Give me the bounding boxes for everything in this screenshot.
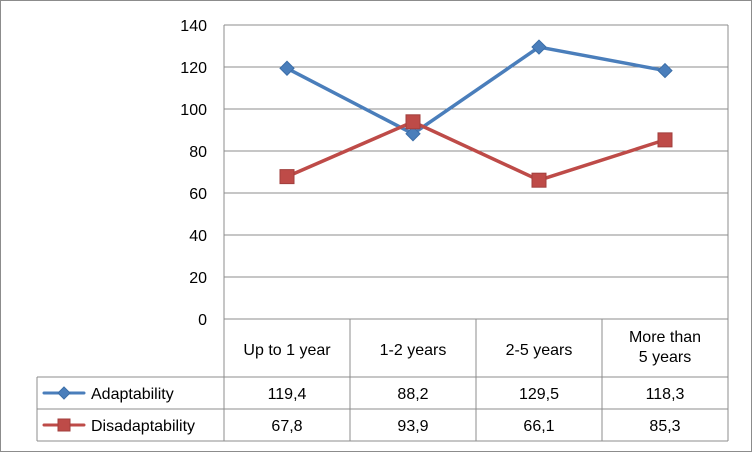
category-label: More than 5 years: [629, 329, 701, 366]
y-tick-label: 80: [189, 144, 207, 161]
category-label-line: More than: [629, 329, 701, 346]
adaptability-legend-marker: [57, 386, 71, 400]
category-label: 1-2 years: [380, 342, 447, 359]
adaptability-table-cell: 129,5: [519, 386, 559, 403]
category-label: 2-5 years: [506, 342, 573, 359]
adaptability-point: [657, 62, 673, 79]
disadaptability-point: [531, 172, 547, 188]
disadaptability-table-cell: 93,9: [397, 418, 428, 435]
data-table: Up to 1 year 1-2 years 2-5 years More than 5…: [36, 25, 729, 442]
disadaptability-point: [657, 132, 673, 148]
disadaptability-legend-label: Disadaptability: [91, 418, 195, 435]
axis-layer: 0 20 40 60 80 100 120 140: [180, 18, 225, 441]
y-tick-label: 40: [189, 228, 207, 245]
y-tick-label: 20: [189, 270, 207, 287]
y-tick-label: 120: [180, 60, 207, 77]
y-tick-label: 100: [180, 102, 207, 119]
disadaptability-point: [405, 114, 421, 130]
y-tick-label: 140: [180, 18, 207, 35]
disadaptability-point: [279, 169, 295, 185]
disadaptability-table-cell: 66,1: [523, 418, 554, 435]
category-label-line: 2-5 years: [506, 342, 573, 359]
disadaptability-table-cell: 67,8: [271, 418, 302, 435]
y-tick-label: 0: [198, 312, 207, 329]
adaptability-table-cell: 119,4: [268, 386, 307, 403]
adaptability-point: [531, 39, 547, 55]
disadaptability-series-line: [285, 120, 667, 182]
disadaptability-table-cell: 85,3: [649, 418, 680, 435]
adaptability-table-cell: 118,3: [646, 386, 685, 403]
adaptability-series-line: [285, 45, 667, 136]
adaptability-legend-label: Adaptability: [91, 386, 174, 403]
category-label-line: 5 years: [639, 349, 691, 366]
disadaptability-legend-marker: [57, 418, 71, 432]
adaptability-point: [405, 126, 421, 142]
adaptability-table-cell: 88,2: [397, 386, 428, 403]
series-layer: [279, 39, 673, 188]
category-label: Up to 1 year: [243, 342, 331, 359]
y-tick-label: 60: [189, 186, 207, 203]
category-label-line: Up to 1 year: [243, 342, 331, 359]
adaptability-point: [279, 60, 295, 76]
category-label-line: 1-2 years: [380, 342, 447, 359]
